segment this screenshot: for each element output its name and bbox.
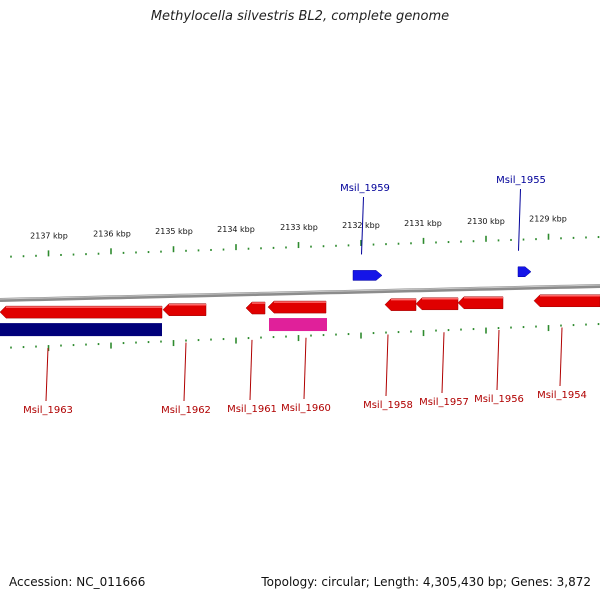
gene-labels: Msil_1959 Msil_1955 Msil_1963 Msil_1962 Msil… — [23, 175, 587, 416]
scale-label: 2134 kbp — [217, 225, 255, 234]
label-leader-line — [496, 330, 500, 391]
dark-blue-feature[interactable] — [0, 323, 162, 337]
gene-label: Msil_1959 — [340, 183, 390, 194]
label-leader-line — [385, 334, 389, 397]
gene-msil-1955[interactable] — [517, 266, 532, 278]
scale-label: 2137 kbp — [30, 231, 68, 240]
gene-label: Msil_1963 — [23, 405, 73, 416]
label-leader-line — [45, 348, 49, 402]
gene-label: Msil_1962 — [161, 405, 211, 416]
label-leader-line — [303, 337, 307, 400]
scale-label: 2131 kbp — [404, 219, 442, 228]
backbone-line — [0, 284, 600, 302]
label-leader-line — [183, 342, 187, 402]
gene-features — [0, 266, 600, 337]
gene-msil-1963[interactable] — [0, 305, 163, 319]
label-leader-line — [518, 188, 521, 251]
scale-label: 2129 kbp — [529, 215, 567, 224]
genome-stats-text: Topology: circular; Length: 4,305,430 bp… — [261, 575, 591, 589]
scale-label: 2133 kbp — [280, 223, 318, 232]
gene-msil-1956[interactable] — [457, 296, 504, 310]
label-leader-line — [441, 332, 445, 394]
lower-scale — [10, 323, 600, 352]
label-leader-line — [249, 339, 253, 401]
label-leader-line — [361, 196, 364, 255]
gene-msil-1957[interactable] — [415, 297, 459, 311]
gene-msil-1954[interactable] — [533, 294, 600, 308]
gene-label: Msil_1961 — [227, 404, 277, 415]
gene-msil-1962[interactable] — [162, 303, 207, 316]
label-leader-line — [559, 327, 563, 387]
upper-scale: 2137 kbp 2136 kbp 2135 kbp 2134 kbp 2133 kbp… — [10, 215, 600, 258]
genome-backbone — [0, 284, 600, 302]
scale-label: 2136 kbp — [93, 229, 131, 238]
gene-msil-1961[interactable] — [245, 301, 266, 315]
gene-label: Msil_1956 — [474, 394, 524, 405]
scale-label: 2130 kbp — [467, 217, 505, 226]
gene-msil-1959[interactable] — [352, 270, 383, 281]
scale-label: 2132 kbp — [342, 221, 380, 230]
pink-feature[interactable] — [269, 318, 327, 332]
gene-msil-1960[interactable] — [267, 300, 327, 314]
gene-msil-1958[interactable] — [384, 298, 417, 311]
accession-text: Accession: NC_011666 — [9, 575, 146, 589]
backbone-highlight — [0, 284, 600, 300]
gene-label: Msil_1954 — [537, 390, 587, 401]
gene-label: Msil_1955 — [496, 175, 546, 186]
gene-label: Msil_1958 — [363, 400, 413, 411]
scale-label: 2135 kbp — [155, 227, 193, 236]
map-title: Methylocella silvestris BL2, complete ge… — [150, 9, 450, 24]
gene-label: Msil_1960 — [281, 403, 331, 414]
gene-label: Msil_1957 — [419, 397, 469, 408]
